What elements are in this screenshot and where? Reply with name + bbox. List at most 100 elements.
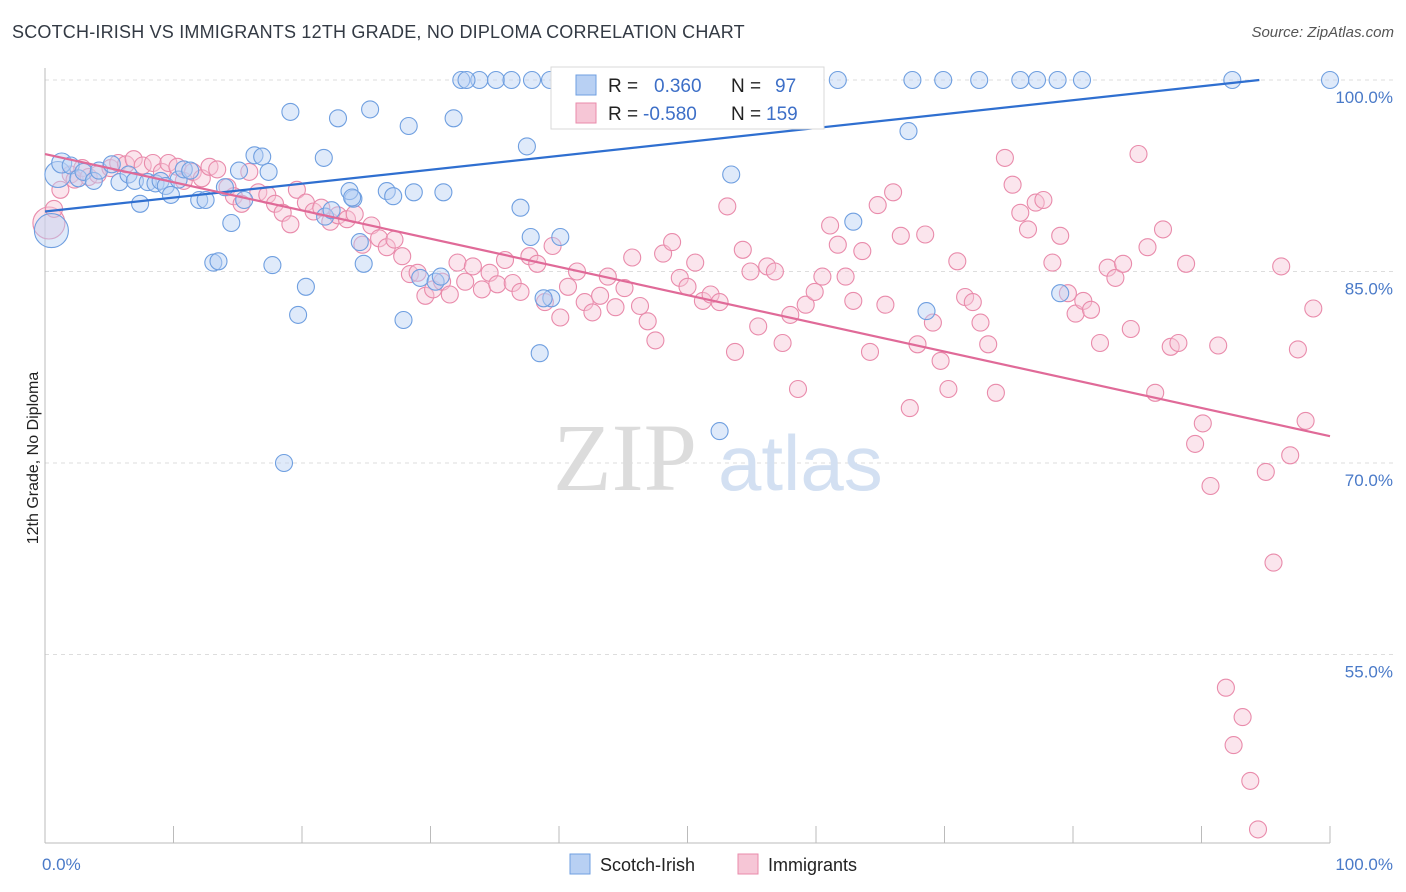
immigrants-point-87 xyxy=(733,240,752,259)
immigrants-point-143 xyxy=(1177,254,1196,273)
immigrants-point-56 xyxy=(488,275,507,294)
immigrants-point-125 xyxy=(1034,190,1053,210)
immigrants-point-118 xyxy=(979,335,998,354)
immigrants-point-39 xyxy=(353,235,372,254)
scotch-irish-point-36 xyxy=(281,102,300,121)
immigrants-point-99 xyxy=(828,235,847,254)
immigrants-point-123 xyxy=(1018,220,1038,239)
immigrants-point-146 xyxy=(1201,476,1220,496)
scotch-irish-point-53 xyxy=(426,272,445,291)
immigrants-point-116 xyxy=(963,293,982,312)
immigrants-point-105 xyxy=(876,295,895,314)
scotch-irish-point-0 xyxy=(33,213,69,249)
immigrants-point-147 xyxy=(1209,336,1228,355)
scotch-irish-point-32 xyxy=(263,256,282,275)
immigrants-point-120 xyxy=(995,148,1014,167)
scotch-irish-point-19 xyxy=(174,160,193,179)
legend-r-value-scotch-irish: 0.360 xyxy=(654,76,702,97)
watermark: ZIP atlas xyxy=(553,404,883,511)
immigrants-point-78 xyxy=(663,233,682,252)
top-legend: R = 0.360 N = 97 R = -0.580 N = 159 xyxy=(550,66,825,130)
legend-r-label-immigrants: R = xyxy=(608,104,638,125)
immigrants-point-159 xyxy=(1304,299,1323,318)
immigrants-point-34 xyxy=(312,198,331,217)
immigrants-point-95 xyxy=(796,295,815,314)
immigrants-point-122 xyxy=(1011,203,1030,222)
immigrants-point-137 xyxy=(1129,144,1148,164)
immigrants-point-69 xyxy=(591,286,610,305)
immigrants-point-97 xyxy=(813,267,832,286)
immigrants-point-54 xyxy=(472,280,491,299)
immigrants-point-98 xyxy=(821,216,840,235)
scotch-irish-point-34 xyxy=(296,277,315,296)
scotch-irish-point-24 xyxy=(229,161,249,180)
scotch-irish-point-31 xyxy=(209,252,228,271)
scotch-irish-point-29 xyxy=(222,213,241,233)
scotch-irish-point-98 xyxy=(1051,284,1070,303)
scotch-irish-point-89 xyxy=(934,70,953,90)
immigrants-point-133 xyxy=(1098,258,1117,277)
immigrants-point-96 xyxy=(805,282,824,301)
scotch-irish-point-97 xyxy=(844,212,863,231)
bottom-legend-label-scotch-irish: Scotch-Irish xyxy=(600,855,695,875)
immigrants-point-117 xyxy=(971,313,990,332)
scotch-irish-point-20 xyxy=(181,161,200,180)
immigrants-point-156 xyxy=(1281,446,1300,465)
scotch-irish-point-38 xyxy=(322,201,341,220)
immigrants-point-59 xyxy=(511,282,530,301)
immigrants-points xyxy=(32,144,1323,839)
immigrants-point-112 xyxy=(931,351,950,370)
scotch-irish-point-48 xyxy=(384,187,403,206)
source-credit: Source: ZipAtlas.com xyxy=(1251,24,1394,41)
bottom-legend: Scotch-Irish Immigrants xyxy=(569,853,857,875)
y-axis-label: 12th Grade, No Diploma xyxy=(25,372,42,545)
immigrants-point-149 xyxy=(1224,736,1243,755)
scotch-irish-point-90 xyxy=(970,70,989,90)
scotch-irish-point-87 xyxy=(899,122,918,141)
legend-r-label-scotch-irish: R = xyxy=(608,76,638,97)
immigrants-point-94 xyxy=(788,379,808,399)
scotch-irish-point-99 xyxy=(710,422,729,441)
bottom-legend-label-immigrants: Immigrants xyxy=(768,855,857,875)
immigrants-point-121 xyxy=(1003,175,1022,194)
scotch-irish-point-62 xyxy=(522,70,542,90)
scotch-irish-point-56 xyxy=(444,109,463,128)
immigrants-point-136 xyxy=(1121,319,1140,339)
scotch-irish-point-26 xyxy=(253,147,272,166)
immigrants-point-157 xyxy=(1288,340,1307,359)
immigrants-point-126 xyxy=(1043,253,1062,272)
immigrants-point-46 xyxy=(408,263,427,282)
immigrants-point-140 xyxy=(1153,220,1173,239)
immigrants-point-93 xyxy=(781,305,800,324)
immigrants-point-155 xyxy=(1272,257,1291,276)
scotch-irish-point-95 xyxy=(1223,70,1242,90)
legend-n-label-scotch-irish: N = xyxy=(731,76,761,97)
immigrants-point-153 xyxy=(1256,462,1275,481)
scotch-irish-point-44 xyxy=(350,233,369,252)
immigrants-point-102 xyxy=(853,242,872,261)
scotch-irish-point-96 xyxy=(1320,70,1340,90)
x-tick-label-max: 100.0% xyxy=(1335,855,1393,874)
immigrants-point-86 xyxy=(725,342,745,361)
y-tick-label-0: 100.0% xyxy=(1335,88,1393,107)
scotch-irish-point-43 xyxy=(343,188,362,207)
immigrants-point-89 xyxy=(749,317,768,336)
scotch-irish-point-40 xyxy=(328,109,348,128)
immigrants-point-108 xyxy=(900,399,919,418)
y-tick-labels: 100.0% 85.0% 70.0% 55.0% xyxy=(1335,88,1393,682)
immigrants-point-158 xyxy=(1296,411,1315,430)
immigrants-point-150 xyxy=(1233,708,1252,727)
immigrants-point-113 xyxy=(939,379,958,399)
scotch-irish-point-100 xyxy=(917,302,936,321)
immigrants-point-103 xyxy=(860,342,880,361)
immigrants-point-15 xyxy=(159,153,178,173)
bottom-legend-swatch-immigrants xyxy=(737,853,759,875)
trend-lines xyxy=(44,78,1331,438)
scotch-irish-point-64 xyxy=(511,198,530,217)
immigrants-point-42 xyxy=(377,238,396,257)
immigrants-point-154 xyxy=(1264,553,1283,572)
y-tick-label-2: 70.0% xyxy=(1345,471,1393,490)
scotch-irish-point-83 xyxy=(722,165,741,184)
legend-n-label-immigrants: N = xyxy=(731,104,761,125)
